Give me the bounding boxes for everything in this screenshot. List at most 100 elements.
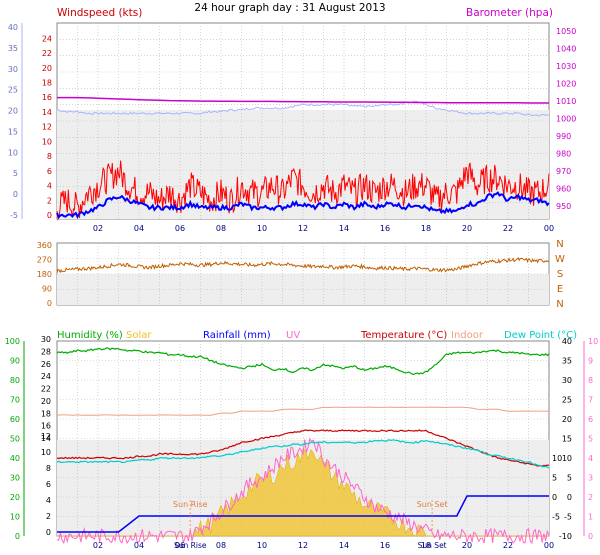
page-title: 24 hour graph day : 31 August 2013 (194, 2, 385, 14)
hour-tick-label: 16 (380, 541, 390, 550)
humidity-tick: 10 (10, 513, 20, 522)
temp-inner-right-tick: -5 (552, 513, 560, 522)
wind-outer-tick: 5 (13, 169, 18, 178)
rain-inner-tick: 10 (41, 448, 51, 457)
temp-inner-right-tick: 0 (552, 493, 557, 502)
direction-tick: 0 (47, 299, 52, 308)
climate-legend: Humidity (%) Solar Rainfall (mm) UV Temperat… (57, 330, 577, 341)
rain-inner-tick: 0 (46, 528, 51, 537)
indoor-line (56, 406, 550, 416)
direction-line (56, 257, 550, 274)
compass-label: W (555, 254, 565, 265)
barometer-tick: 1030 (556, 62, 576, 71)
humidity-line (56, 347, 550, 376)
legend-entry: Solar (126, 330, 152, 341)
compass-label: N (556, 239, 563, 250)
wind-tick: 4 (47, 182, 52, 191)
temp-right-tick: -10 (559, 532, 572, 541)
barometer-axis: 950 960 970 980 990 1000 1010 1020 1030 1040 1050 (556, 27, 576, 211)
rain-inner-tick: 12 (41, 432, 51, 441)
hour-tick-label: 18 (421, 541, 431, 550)
rain-inner-tick: 6 (46, 480, 51, 489)
temp-inner-tick: 20 (41, 397, 51, 406)
wind-tick: 8 (47, 152, 52, 161)
barometer-tick: 990 (556, 132, 571, 141)
hour-tick-label: 00 (544, 224, 554, 233)
barometer-tick: 1050 (556, 27, 576, 36)
wind-outer-tick: 30 (8, 65, 18, 74)
sun-label: Sun Rise (173, 500, 208, 509)
barometer-tick: 1010 (556, 97, 576, 106)
temp-right-tick: -5 (564, 513, 572, 522)
hour-tick-label: 00 (544, 541, 554, 550)
direction-panel-grid (57, 243, 549, 305)
barometer-line (57, 96, 549, 104)
hour-tick-label: 22 (503, 541, 513, 550)
sun-label: Sun Set (417, 500, 448, 509)
temp-inner-tick: 24 (41, 372, 51, 381)
wind-tick: 18 (42, 79, 52, 88)
hour-tick-label: 02 (93, 224, 103, 233)
barometer-axis-label: Barometer (hpa) (466, 7, 553, 19)
temp-right-tick: 30 (562, 376, 572, 385)
temp-outer-right-axis: -10 -5 0 5 10 15 20 25 30 35 40 (559, 337, 572, 541)
hour-tick-label: 12 (298, 224, 308, 233)
dewpoint-line (56, 439, 550, 469)
wind-outer-tick: 25 (8, 86, 18, 95)
hour-tick-label: 22 (503, 224, 513, 233)
humidity-axis: 0 10 20 30 40 50 60 70 80 90 100 (5, 337, 25, 541)
uv-right-axis: 0 1 2 3 4 5 6 7 8 9 10 -5 0 5 10 (552, 337, 598, 541)
hour-tick-label: 20 (462, 541, 472, 550)
wind-x-axis: 02 04 06 08 10 12 14 16 18 20 22 00 (93, 224, 554, 233)
humidity-tick: 50 (10, 435, 20, 444)
temp-right-tick: 20 (562, 415, 572, 424)
windspeed-axis-label: Windspeed (kts) (57, 7, 142, 19)
hour-tick-label: 08 (216, 224, 226, 233)
climate-x-axis: 02 04 06 08 10 12 14 16 18 20 22 00 (93, 541, 554, 550)
sun-bottom-label: Sun Set (418, 541, 447, 550)
wind-tick: 22 (42, 49, 52, 58)
uv-tick: 7 (588, 396, 593, 405)
wind-tick: 20 (42, 64, 52, 73)
wind-tick: 0 (47, 211, 52, 220)
direction-tick: 360 (37, 241, 52, 250)
temp-inner-tick: 26 (41, 360, 51, 369)
barometer-tick: 1020 (556, 80, 576, 89)
climate-panel-series (56, 347, 550, 545)
temp-inner-tick: 14 (41, 434, 51, 443)
temp-inner-tick: 30 (41, 335, 51, 344)
uv-tick: 4 (588, 454, 593, 463)
barometer-tick: 950 (556, 202, 571, 211)
barometer-tick: 960 (556, 185, 571, 194)
legend-entry: Indoor (451, 330, 484, 341)
rain-inner-tick: 2 (46, 512, 51, 521)
hour-tick-label: 18 (421, 224, 431, 233)
compass-label: E (557, 284, 563, 295)
direction-tick: 180 (37, 270, 52, 279)
temperature-line (56, 429, 550, 467)
direction-tick: 90 (42, 285, 52, 294)
uv-tick: 2 (588, 493, 593, 502)
uv-tick: 9 (588, 357, 593, 366)
legend-entry: Dew Point (°C) (504, 330, 577, 341)
temp-right-tick: 0 (567, 493, 572, 502)
temp-right-tick: 35 (562, 357, 572, 366)
wind-outer-tick: 0 (13, 190, 18, 199)
hour-tick-label: 10 (257, 224, 267, 233)
temp-inner-tick: 18 (41, 409, 51, 418)
barometer-tick: 1000 (556, 115, 576, 124)
temp-inner-right-tick: 5 (552, 474, 557, 483)
wind-panel-grid (57, 23, 549, 219)
temp-right-tick: 5 (567, 474, 572, 483)
barometer-tick: 970 (556, 167, 571, 176)
hour-tick-label: 12 (298, 541, 308, 550)
temp-right-tick: 40 (562, 337, 572, 346)
wind-panel-series (56, 96, 550, 222)
wind-average-line (56, 191, 550, 220)
wind-outer-tick: -5 (10, 211, 18, 220)
